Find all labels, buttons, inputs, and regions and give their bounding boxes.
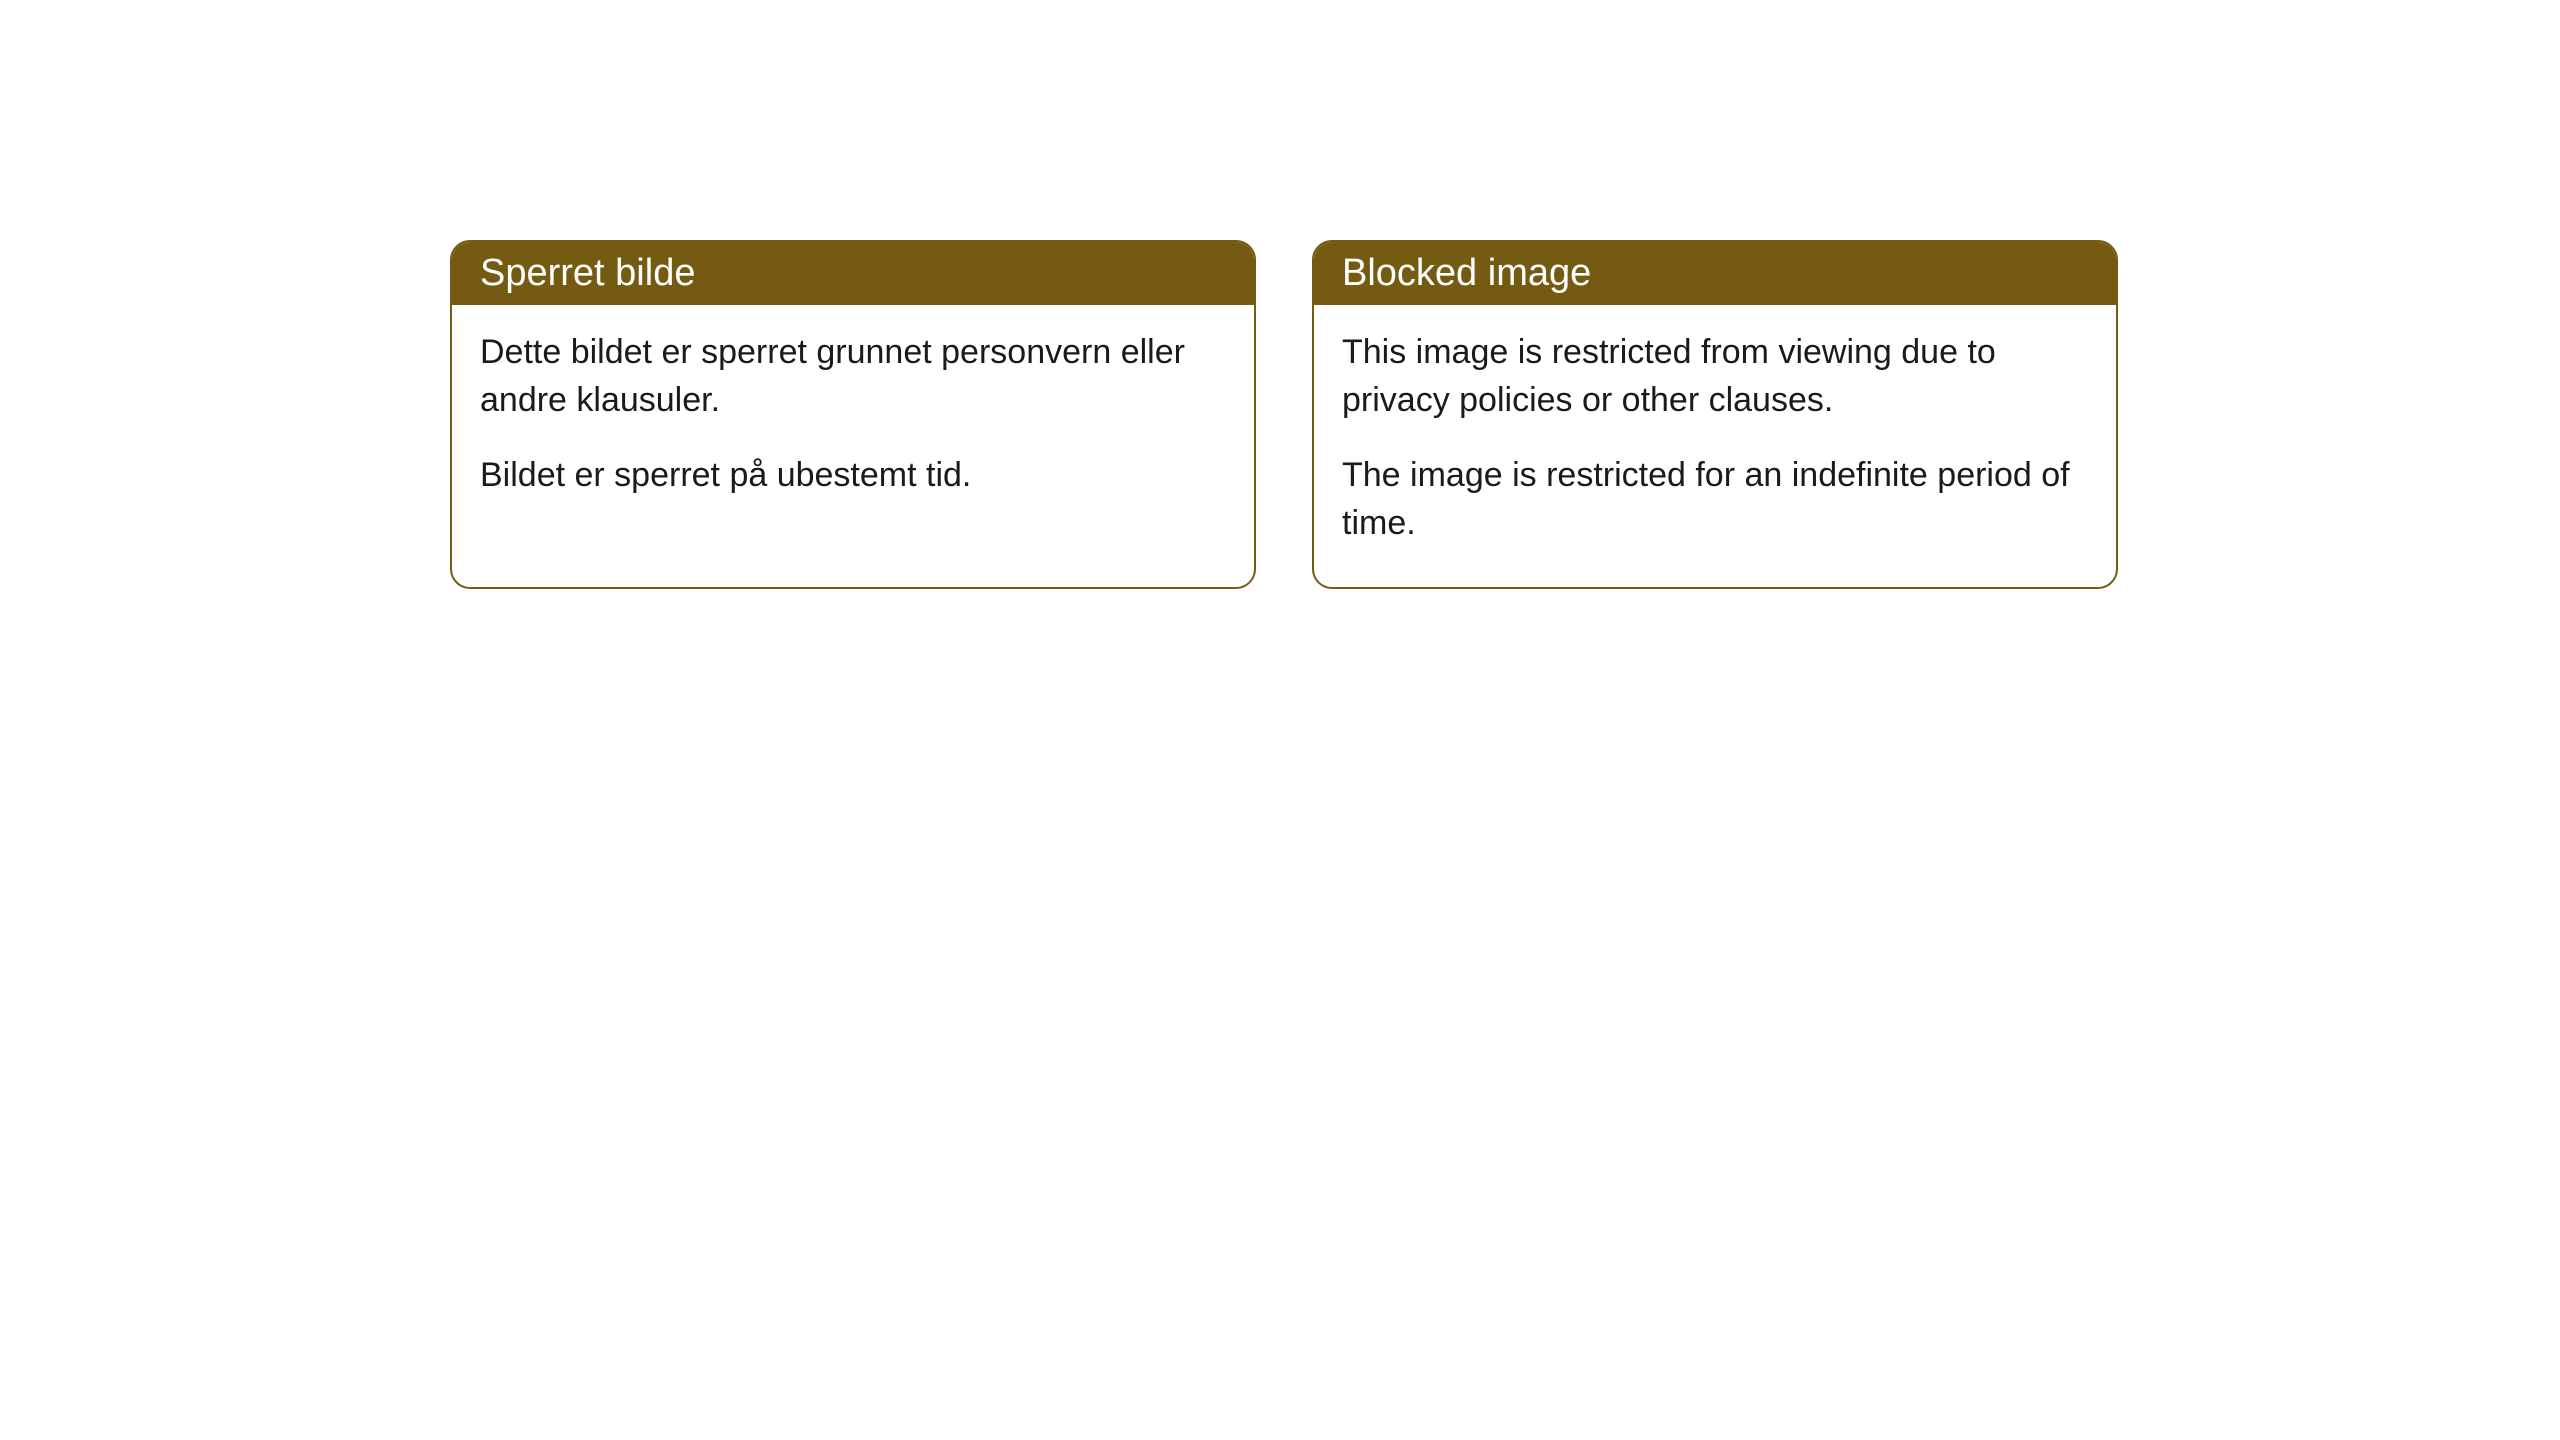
card-header: Sperret bilde — [452, 242, 1254, 305]
card-header: Blocked image — [1314, 242, 2116, 305]
notice-card-norwegian: Sperret bilde Dette bildet er sperret gr… — [450, 240, 1256, 589]
card-paragraph: This image is restricted from viewing du… — [1342, 329, 2088, 424]
card-body: This image is restricted from viewing du… — [1314, 305, 2116, 587]
notice-cards-container: Sperret bilde Dette bildet er sperret gr… — [0, 0, 2560, 589]
card-title: Sperret bilde — [480, 252, 695, 294]
card-paragraph: Bildet er sperret på ubestemt tid. — [480, 452, 1226, 500]
card-body: Dette bildet er sperret grunnet personve… — [452, 305, 1254, 540]
card-paragraph: Dette bildet er sperret grunnet personve… — [480, 329, 1226, 424]
notice-card-english: Blocked image This image is restricted f… — [1312, 240, 2118, 589]
card-paragraph: The image is restricted for an indefinit… — [1342, 452, 2088, 547]
card-title: Blocked image — [1342, 252, 1591, 294]
